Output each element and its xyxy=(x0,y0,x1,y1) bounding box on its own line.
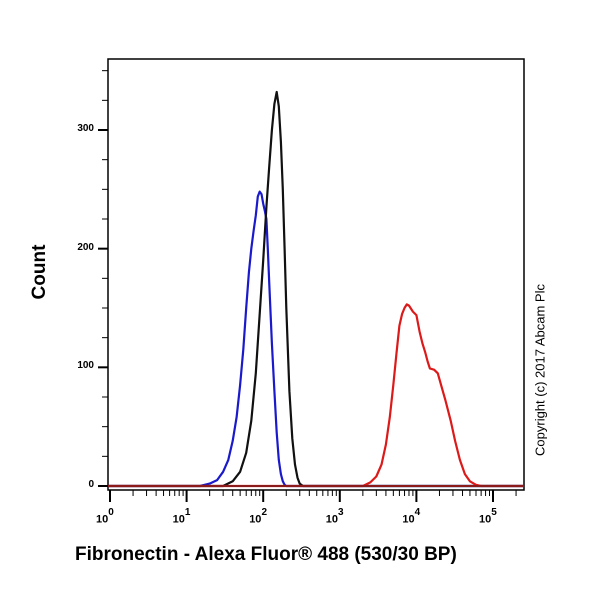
x-tick-label: 103 xyxy=(325,507,344,526)
histogram-series xyxy=(108,90,524,488)
x-tick-label: 105 xyxy=(479,507,497,526)
x-tick-label: 104 xyxy=(402,507,421,526)
x-tick-label: 102 xyxy=(249,507,267,526)
y-tick-label: 0 xyxy=(88,479,94,490)
series-fibronectin-antibody xyxy=(108,303,524,488)
plot-frame xyxy=(107,58,525,491)
x-tick-label: 101 xyxy=(172,507,191,526)
copyright-annotation: Copyright (c) 2017 Abcam Plc xyxy=(532,284,548,456)
x-axis-ticks xyxy=(109,490,517,502)
y-tick-label: 200 xyxy=(77,241,94,253)
x-tick-label: 100 xyxy=(96,507,114,526)
y-tick-label: 100 xyxy=(77,360,94,372)
series-isotype-control xyxy=(108,190,524,488)
x-axis-label: Fibronectin - Alexa Fluor® 488 (530/30 B… xyxy=(75,544,457,565)
y-axis-ticks xyxy=(98,70,108,487)
y-tick-label: 300 xyxy=(77,123,94,134)
series-unlabelled-control xyxy=(108,90,524,488)
y-axis-label: Count xyxy=(29,244,50,300)
